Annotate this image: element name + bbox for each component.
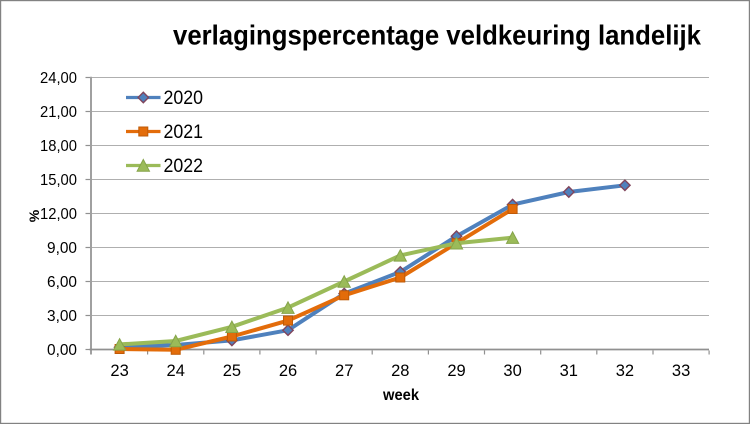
svg-text:%: % [26, 209, 42, 222]
svg-text:31: 31 [560, 362, 578, 380]
svg-text:2022: 2022 [164, 156, 204, 177]
svg-text:0,00: 0,00 [47, 342, 77, 359]
svg-text:2021: 2021 [164, 122, 204, 143]
svg-text:26: 26 [279, 362, 297, 380]
svg-text:2020: 2020 [164, 88, 204, 109]
svg-text:32: 32 [616, 362, 634, 380]
svg-text:24,00: 24,00 [40, 70, 77, 87]
svg-text:12,00: 12,00 [40, 206, 77, 223]
svg-text:30: 30 [503, 362, 521, 380]
svg-text:verlagingspercentage veldkeuri: verlagingspercentage veldkeuring landeli… [173, 20, 701, 51]
svg-text:3,00: 3,00 [47, 308, 77, 325]
svg-text:33: 33 [672, 362, 690, 380]
svg-text:15,00: 15,00 [40, 172, 77, 189]
svg-text:9,00: 9,00 [47, 240, 77, 257]
svg-text:28: 28 [391, 362, 409, 380]
svg-text:29: 29 [447, 362, 465, 380]
svg-text:25: 25 [223, 362, 241, 380]
svg-text:21,00: 21,00 [40, 104, 77, 121]
svg-text:6,00: 6,00 [47, 274, 77, 291]
svg-text:24: 24 [167, 362, 185, 380]
svg-text:18,00: 18,00 [40, 138, 77, 155]
svg-text:week: week [382, 387, 419, 404]
svg-text:27: 27 [335, 362, 353, 380]
svg-text:23: 23 [110, 362, 128, 380]
